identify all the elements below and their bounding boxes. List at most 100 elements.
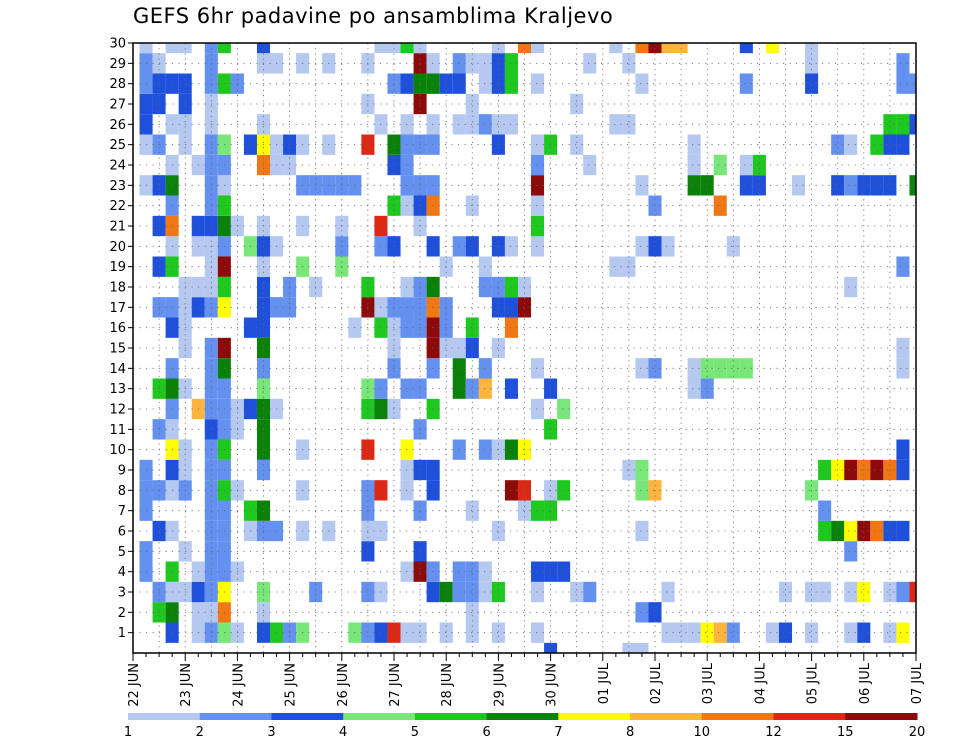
heatmap-cell: [883, 581, 897, 603]
chart-title: GEFS 6hr padavine po ansamblima Kraljevo: [133, 4, 614, 28]
heatmap-cell: [465, 317, 479, 338]
heatmap-cell: [504, 439, 518, 460]
heatmap-cell: [687, 378, 701, 399]
heatmap-cell: [726, 358, 740, 379]
heatmap-cell: [844, 541, 858, 562]
heatmap-cell: [778, 622, 793, 643]
heatmap-cell: [504, 480, 518, 501]
heatmap-cell: [648, 602, 662, 623]
heatmap-cell: [648, 358, 662, 379]
heatmap-cell: [544, 419, 558, 440]
heatmap-cell: [635, 520, 649, 542]
heatmap-cell: [583, 53, 597, 74]
heatmap-cell: [700, 622, 714, 643]
heatmap-cell: [844, 622, 858, 643]
heatmap-cell: [165, 43, 179, 54]
heatmap-cell: [844, 459, 858, 481]
heatmap-cell: [622, 114, 636, 135]
heatmap-cell: [544, 642, 558, 653]
x-tick-label: 29 JUN: [492, 663, 507, 707]
colorbar-swatch: [558, 713, 631, 720]
x-tick-label: 22 JUN: [127, 663, 142, 707]
heatmap-cell: [687, 154, 701, 176]
y-tick-label: 8: [118, 484, 126, 499]
heatmap-cell: [452, 236, 466, 257]
colorbar-swatch: [128, 713, 201, 720]
heatmap-cell: [648, 195, 662, 216]
heatmap-cell: [491, 622, 505, 643]
heatmap-cell: [687, 175, 701, 196]
heatmap-cell: [857, 622, 871, 643]
y-tick-label: 15: [109, 342, 126, 357]
heatmap-cell: [844, 134, 858, 155]
x-tick-label: 04 JUL: [753, 662, 768, 704]
heatmap-cell: [752, 175, 766, 196]
heatmap-cell: [531, 398, 545, 420]
heatmap-cell: [517, 43, 532, 54]
heatmap-cell: [713, 195, 727, 216]
heatmap-cell: [883, 114, 897, 135]
heatmap-cell: [491, 43, 505, 54]
heatmap-cell: [896, 53, 910, 74]
heatmap-cell: [726, 622, 740, 643]
colorbar-swatch: [701, 713, 775, 720]
heatmap-cell: [478, 561, 492, 582]
axis-ticks: 1234567891011121314151617181920212223242…: [109, 37, 925, 707]
heatmap-cell: [465, 622, 479, 643]
y-tick-label: 2: [118, 606, 126, 621]
heatmap-cell: [531, 215, 545, 237]
y-tick-label: 27: [109, 98, 126, 113]
heatmap-cell: [531, 154, 545, 176]
heatmap-cell: [883, 175, 897, 196]
heatmap-cell: [857, 520, 871, 542]
y-tick-label: 12: [109, 403, 126, 418]
heatmap-cell: [674, 622, 688, 643]
x-tick-label: 01 JUL: [597, 662, 612, 704]
heatmap-cell: [896, 337, 910, 359]
heatmap-cell: [478, 73, 492, 94]
heatmap-cell: [544, 500, 558, 521]
heatmap-cell: [739, 358, 753, 379]
heatmap-cell: [805, 622, 819, 643]
heatmap-cell: [896, 256, 910, 277]
heatmap-cell: [478, 276, 492, 298]
heatmap-cell: [452, 114, 466, 135]
heatmap-cell: [531, 195, 545, 216]
heatmap-cell: [491, 276, 505, 298]
heatmap-cell: [739, 154, 753, 176]
heatmap-cell: [217, 43, 231, 54]
y-tick-label: 11: [109, 423, 126, 438]
heatmap-cell: [635, 358, 649, 379]
colorbar-swatch: [271, 713, 344, 720]
heatmap-cell: [739, 73, 753, 94]
heatmap-cell: [465, 602, 479, 623]
heatmap-cell: [870, 175, 884, 196]
heatmap-cell: [557, 398, 571, 420]
heatmap-cell: [896, 459, 910, 481]
heatmap-cell: [531, 43, 545, 54]
y-tick-label: 13: [109, 382, 126, 397]
colorbar-label: 10: [694, 725, 711, 740]
heatmap-cell: [765, 622, 779, 643]
heatmap-cell: [896, 581, 910, 603]
heatmap-cell: [570, 581, 584, 603]
heatmap-cell: [818, 459, 832, 481]
heatmap-cell: [739, 175, 753, 196]
heatmap-cell: [491, 581, 505, 603]
heatmap-cell: [557, 480, 571, 501]
heatmap-cell: [870, 520, 884, 542]
heatmap-cell: [452, 73, 466, 94]
y-tick-label: 17: [109, 301, 126, 316]
heatmap-cell: [504, 276, 518, 298]
y-tick-label: 5: [118, 545, 126, 560]
heatmap-cell: [609, 256, 623, 277]
colorbar-label: 1: [124, 725, 132, 740]
heatmap-cell: [687, 358, 701, 379]
heatmap-cell: [465, 114, 479, 135]
heatmap-cell: [452, 581, 466, 603]
y-tick-label: 22: [109, 199, 126, 214]
heatmap-cell: [531, 134, 545, 155]
colorbar-label: 4: [339, 725, 347, 740]
heatmap-cell: [713, 358, 727, 379]
